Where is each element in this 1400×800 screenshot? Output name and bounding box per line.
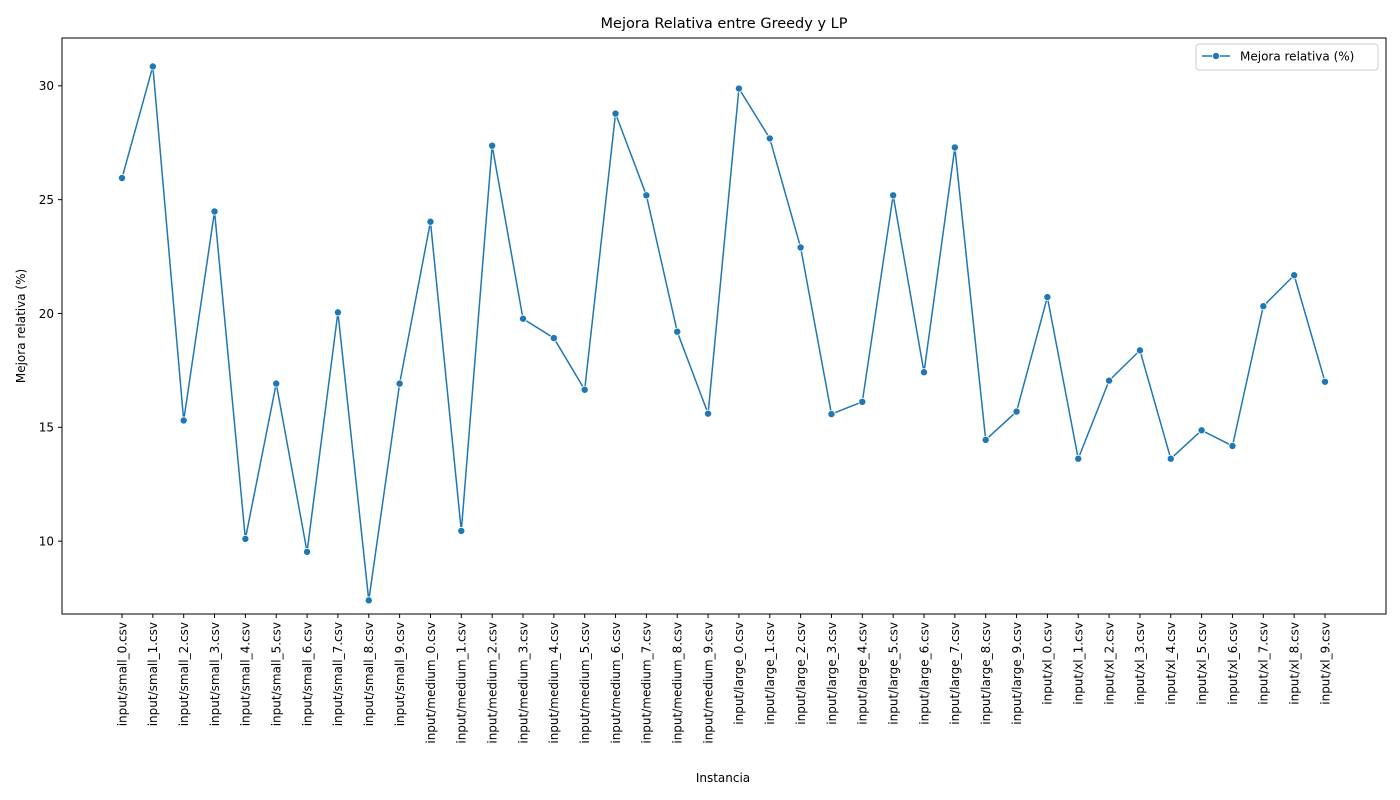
x-tick-label: input/xl_9.csv: [1318, 622, 1332, 705]
x-tick-label: input/large_2.csv: [794, 622, 808, 725]
data-point: [704, 409, 713, 418]
x-tick-label: input/large_8.csv: [979, 622, 993, 725]
x-tick-label: input/large_0.csv: [732, 622, 746, 725]
x-tick-label: input/medium_8.csv: [671, 622, 685, 744]
data-point: [1321, 377, 1330, 386]
y-tick-label: 15: [39, 421, 54, 435]
data-point: [858, 397, 867, 406]
x-tick-label: input/small_8.csv: [362, 622, 376, 726]
x-tick-label: input/xl_0.csv: [1041, 622, 1055, 705]
data-point: [519, 314, 528, 323]
data-point: [1135, 346, 1144, 355]
x-tick-label: input/xl_1.csv: [1072, 622, 1086, 705]
data-point: [765, 134, 774, 143]
data-point: [148, 62, 157, 71]
data-point: [796, 243, 805, 252]
x-tick-label: input/medium_2.csv: [485, 622, 499, 744]
x-tick-label: input/medium_3.csv: [516, 622, 530, 744]
data-point: [303, 547, 312, 556]
data-point: [920, 368, 929, 377]
data-point: [241, 534, 250, 543]
x-tick-label: input/small_0.csv: [115, 622, 129, 726]
x-tick-label: input/small_9.csv: [393, 622, 407, 726]
x-tick-label: input/large_7.csv: [948, 622, 962, 725]
x-tick-label: input/xl_6.csv: [1226, 622, 1240, 705]
data-point: [457, 526, 466, 535]
data-point: [1074, 454, 1083, 463]
data-point: [395, 379, 404, 388]
data-point: [611, 109, 620, 118]
x-tick-label: input/large_5.csv: [886, 622, 900, 725]
y-tick-label: 10: [39, 534, 54, 548]
x-tick-label: input/large_1.csv: [763, 622, 777, 725]
data-point: [981, 435, 990, 444]
x-axis: input/small_0.csv input/small_1.csv input/…: [115, 614, 1332, 744]
data-point: [1105, 376, 1114, 385]
legend-box: [1195, 43, 1379, 71]
legend: Mejora relativa (%): [1195, 43, 1379, 71]
data-point: [179, 416, 188, 425]
y-tick-label: 20: [39, 307, 54, 321]
data-point: [673, 327, 682, 336]
chart-title: Mejora Relativa entre Greedy y LP: [601, 16, 848, 32]
x-tick-label: input/small_7.csv: [331, 622, 345, 726]
data-point: [426, 217, 435, 226]
y-tick-label: 25: [39, 193, 54, 207]
x-tick-label: input/medium_1.csv: [455, 622, 469, 744]
x-tick-label: input/xl_8.csv: [1287, 622, 1301, 705]
data-point: [1197, 426, 1206, 435]
x-tick-label: input/xl_2.csv: [1102, 622, 1116, 705]
data-point: [210, 207, 219, 216]
x-tick-label: input/small_1.csv: [146, 622, 160, 726]
plot-frame: [61, 37, 1387, 615]
x-tick-label: input/xl_7.csv: [1257, 622, 1271, 705]
x-tick-label: input/medium_4.csv: [547, 622, 561, 744]
x-tick-label: input/xl_3.csv: [1133, 622, 1147, 705]
data-point: [1166, 454, 1175, 463]
data-point: [333, 308, 342, 317]
data-point: [1228, 441, 1237, 450]
data-point: [889, 191, 898, 200]
data-point: [580, 385, 589, 394]
x-tick-label: input/xl_5.csv: [1195, 622, 1209, 705]
y-axis-title: Mejora relativa (%): [14, 269, 28, 383]
series-line: [121, 65, 1326, 602]
x-tick-label: input/small_3.csv: [208, 622, 222, 726]
data-point: [734, 84, 743, 93]
y-tick-label: 30: [39, 79, 54, 93]
x-tick-label: input/small_2.csv: [177, 622, 191, 726]
data-point: [364, 596, 373, 605]
x-tick-label: input/medium_9.csv: [701, 622, 715, 744]
plot-area: [61, 37, 1387, 615]
data-point: [549, 334, 558, 343]
x-tick-label: input/xl_4.csv: [1164, 622, 1178, 705]
data-point: [642, 191, 651, 200]
data-point: [1043, 293, 1052, 302]
x-tick-label: input/large_3.csv: [825, 622, 839, 725]
legend-marker-swatch: [1212, 52, 1221, 61]
legend-entry-label: Mejora relativa (%): [1240, 50, 1354, 64]
x-tick-label: input/medium_5.csv: [578, 622, 592, 744]
data-point: [1012, 407, 1021, 416]
x-tick-label: input/small_5.csv: [270, 622, 284, 726]
data-point: [950, 143, 959, 152]
data-point: [1290, 271, 1299, 280]
data-point: [827, 410, 836, 419]
y-axis: 10 15 20 25 30: [39, 79, 62, 548]
x-tick-label: input/large_4.csv: [856, 622, 870, 725]
x-tick-label: input/small_4.csv: [239, 622, 253, 726]
x-tick-label: input/medium_7.csv: [640, 622, 654, 744]
x-tick-label: input/large_6.csv: [917, 622, 931, 725]
data-point: [488, 141, 497, 150]
data-point: [118, 174, 127, 183]
x-axis-title: Instancia: [696, 771, 750, 785]
data-point: [272, 379, 281, 388]
x-tick-label: input/small_6.csv: [300, 622, 314, 726]
data-point: [1259, 302, 1268, 311]
x-tick-label: input/medium_0.csv: [424, 622, 438, 744]
x-tick-label: input/medium_6.csv: [609, 622, 623, 744]
x-tick-label: input/large_9.csv: [1010, 622, 1024, 725]
